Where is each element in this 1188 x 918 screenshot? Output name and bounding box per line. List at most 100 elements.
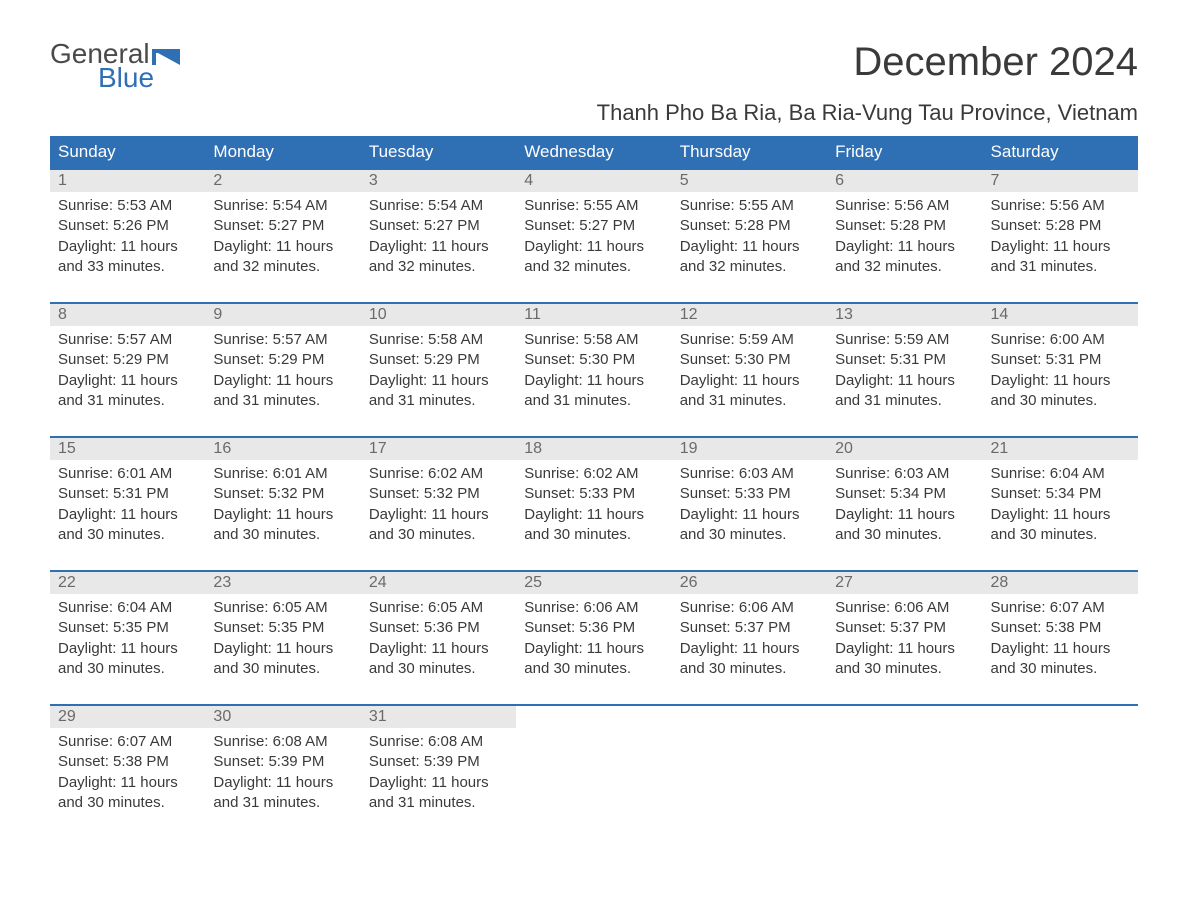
calendar-day-cell: 10Sunrise: 5:58 AMSunset: 5:29 PMDayligh… — [361, 304, 516, 422]
day-number: 8 — [50, 304, 205, 326]
daylight-text: Daylight: 11 hours and 30 minutes. — [524, 505, 663, 546]
calendar-day-cell: 26Sunrise: 6:06 AMSunset: 5:37 PMDayligh… — [672, 572, 827, 690]
calendar-day-cell: 30Sunrise: 6:08 AMSunset: 5:39 PMDayligh… — [205, 706, 360, 824]
sunrise-text: Sunrise: 6:03 AM — [835, 464, 974, 484]
sunrise-text: Sunrise: 5:54 AM — [213, 196, 352, 216]
daylight-text: Daylight: 11 hours and 32 minutes. — [680, 237, 819, 278]
calendar-day-cell: 17Sunrise: 6:02 AMSunset: 5:32 PMDayligh… — [361, 438, 516, 556]
calendar-day-cell: 28Sunrise: 6:07 AMSunset: 5:38 PMDayligh… — [983, 572, 1138, 690]
sunset-text: Sunset: 5:36 PM — [369, 618, 508, 638]
daylight-text: Daylight: 11 hours and 31 minutes. — [991, 237, 1130, 278]
calendar-day-cell: 7Sunrise: 5:56 AMSunset: 5:28 PMDaylight… — [983, 170, 1138, 288]
sunset-text: Sunset: 5:33 PM — [524, 484, 663, 504]
weekday-header: Monday — [205, 136, 360, 168]
logo-text-blue: Blue — [98, 64, 180, 92]
day-number: 16 — [205, 438, 360, 460]
daylight-text: Daylight: 11 hours and 33 minutes. — [58, 237, 197, 278]
day-number: 19 — [672, 438, 827, 460]
day-details: Sunrise: 5:55 AMSunset: 5:27 PMDaylight:… — [516, 192, 671, 281]
sunset-text: Sunset: 5:36 PM — [524, 618, 663, 638]
sunset-text: Sunset: 5:27 PM — [369, 216, 508, 236]
weekday-header: Friday — [827, 136, 982, 168]
sunrise-text: Sunrise: 6:05 AM — [213, 598, 352, 618]
sunset-text: Sunset: 5:27 PM — [524, 216, 663, 236]
day-number: 15 — [50, 438, 205, 460]
day-details: Sunrise: 6:01 AMSunset: 5:31 PMDaylight:… — [50, 460, 205, 549]
day-details: Sunrise: 6:06 AMSunset: 5:37 PMDaylight:… — [827, 594, 982, 683]
sunrise-text: Sunrise: 6:00 AM — [991, 330, 1130, 350]
sunset-text: Sunset: 5:26 PM — [58, 216, 197, 236]
sunset-text: Sunset: 5:38 PM — [991, 618, 1130, 638]
daylight-text: Daylight: 11 hours and 30 minutes. — [835, 505, 974, 546]
sunset-text: Sunset: 5:38 PM — [58, 752, 197, 772]
sunset-text: Sunset: 5:32 PM — [213, 484, 352, 504]
sunrise-text: Sunrise: 6:06 AM — [835, 598, 974, 618]
day-number: 18 — [516, 438, 671, 460]
empty-day-cell — [672, 706, 827, 824]
sunrise-text: Sunrise: 6:08 AM — [213, 732, 352, 752]
sunrise-text: Sunrise: 5:55 AM — [524, 196, 663, 216]
calendar-day-cell: 11Sunrise: 5:58 AMSunset: 5:30 PMDayligh… — [516, 304, 671, 422]
daylight-text: Daylight: 11 hours and 30 minutes. — [369, 505, 508, 546]
sunset-text: Sunset: 5:29 PM — [58, 350, 197, 370]
daylight-text: Daylight: 11 hours and 31 minutes. — [213, 371, 352, 412]
calendar-week-row: 22Sunrise: 6:04 AMSunset: 5:35 PMDayligh… — [50, 570, 1138, 690]
calendar-day-cell: 1Sunrise: 5:53 AMSunset: 5:26 PMDaylight… — [50, 170, 205, 288]
sunrise-text: Sunrise: 5:56 AM — [835, 196, 974, 216]
sunset-text: Sunset: 5:28 PM — [835, 216, 974, 236]
page-title: December 2024 — [853, 40, 1138, 85]
logo: General Blue — [50, 40, 180, 92]
day-number: 6 — [827, 170, 982, 192]
sunset-text: Sunset: 5:30 PM — [524, 350, 663, 370]
day-number: 11 — [516, 304, 671, 326]
sunset-text: Sunset: 5:35 PM — [213, 618, 352, 638]
day-details: Sunrise: 5:56 AMSunset: 5:28 PMDaylight:… — [827, 192, 982, 281]
sunset-text: Sunset: 5:28 PM — [680, 216, 819, 236]
day-details: Sunrise: 6:07 AMSunset: 5:38 PMDaylight:… — [983, 594, 1138, 683]
daylight-text: Daylight: 11 hours and 30 minutes. — [58, 773, 197, 814]
sunrise-text: Sunrise: 6:06 AM — [680, 598, 819, 618]
day-details: Sunrise: 5:54 AMSunset: 5:27 PMDaylight:… — [361, 192, 516, 281]
day-number: 2 — [205, 170, 360, 192]
daylight-text: Daylight: 11 hours and 30 minutes. — [991, 639, 1130, 680]
calendar-day-cell: 12Sunrise: 5:59 AMSunset: 5:30 PMDayligh… — [672, 304, 827, 422]
weekday-header: Saturday — [983, 136, 1138, 168]
sunrise-text: Sunrise: 6:06 AM — [524, 598, 663, 618]
calendar-week-row: 8Sunrise: 5:57 AMSunset: 5:29 PMDaylight… — [50, 302, 1138, 422]
daylight-text: Daylight: 11 hours and 30 minutes. — [524, 639, 663, 680]
calendar-day-cell: 20Sunrise: 6:03 AMSunset: 5:34 PMDayligh… — [827, 438, 982, 556]
daylight-text: Daylight: 11 hours and 30 minutes. — [991, 371, 1130, 412]
calendar-day-cell: 19Sunrise: 6:03 AMSunset: 5:33 PMDayligh… — [672, 438, 827, 556]
sunset-text: Sunset: 5:34 PM — [991, 484, 1130, 504]
sunset-text: Sunset: 5:31 PM — [991, 350, 1130, 370]
sunset-text: Sunset: 5:28 PM — [991, 216, 1130, 236]
calendar-day-cell: 16Sunrise: 6:01 AMSunset: 5:32 PMDayligh… — [205, 438, 360, 556]
day-details: Sunrise: 5:55 AMSunset: 5:28 PMDaylight:… — [672, 192, 827, 281]
sunrise-text: Sunrise: 6:04 AM — [991, 464, 1130, 484]
daylight-text: Daylight: 11 hours and 32 minutes. — [835, 237, 974, 278]
daylight-text: Daylight: 11 hours and 32 minutes. — [213, 237, 352, 278]
day-details: Sunrise: 6:00 AMSunset: 5:31 PMDaylight:… — [983, 326, 1138, 415]
location-text: Thanh Pho Ba Ria, Ba Ria-Vung Tau Provin… — [50, 100, 1138, 126]
calendar-day-cell: 31Sunrise: 6:08 AMSunset: 5:39 PMDayligh… — [361, 706, 516, 824]
weekday-header: Thursday — [672, 136, 827, 168]
calendar-day-cell: 21Sunrise: 6:04 AMSunset: 5:34 PMDayligh… — [983, 438, 1138, 556]
sunset-text: Sunset: 5:29 PM — [213, 350, 352, 370]
daylight-text: Daylight: 11 hours and 31 minutes. — [524, 371, 663, 412]
sunrise-text: Sunrise: 6:02 AM — [369, 464, 508, 484]
day-number: 10 — [361, 304, 516, 326]
calendar-week-row: 1Sunrise: 5:53 AMSunset: 5:26 PMDaylight… — [50, 168, 1138, 288]
calendar-day-cell: 2Sunrise: 5:54 AMSunset: 5:27 PMDaylight… — [205, 170, 360, 288]
sunset-text: Sunset: 5:31 PM — [835, 350, 974, 370]
sunset-text: Sunset: 5:31 PM — [58, 484, 197, 504]
daylight-text: Daylight: 11 hours and 30 minutes. — [680, 639, 819, 680]
day-number: 1 — [50, 170, 205, 192]
day-number: 27 — [827, 572, 982, 594]
sunset-text: Sunset: 5:33 PM — [680, 484, 819, 504]
day-number: 17 — [361, 438, 516, 460]
weekday-header: Tuesday — [361, 136, 516, 168]
calendar-day-cell: 23Sunrise: 6:05 AMSunset: 5:35 PMDayligh… — [205, 572, 360, 690]
sunrise-text: Sunrise: 5:59 AM — [680, 330, 819, 350]
calendar-day-cell: 25Sunrise: 6:06 AMSunset: 5:36 PMDayligh… — [516, 572, 671, 690]
daylight-text: Daylight: 11 hours and 31 minutes. — [58, 371, 197, 412]
